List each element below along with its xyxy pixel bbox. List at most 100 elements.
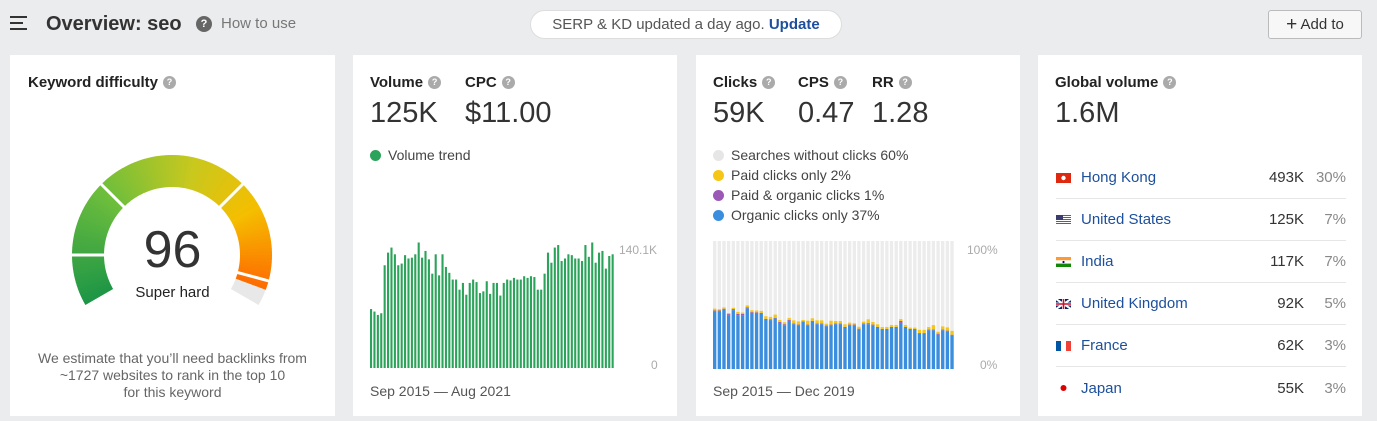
no-click-bar — [722, 241, 726, 369]
gauge-segment — [236, 224, 269, 237]
help-icon[interactable]: ? — [163, 76, 177, 89]
paid-bar — [913, 327, 917, 329]
update-link[interactable]: Update — [768, 16, 820, 33]
help-icon[interactable]: ? — [833, 76, 847, 89]
gauge-segment — [93, 190, 121, 214]
gauge-segment — [199, 163, 217, 195]
country-link[interactable]: United Kingdom — [1081, 295, 1188, 312]
help-icon[interactable]: ? — [428, 76, 442, 89]
no-click-bar — [843, 241, 847, 369]
gauge-segment — [102, 180, 127, 207]
paid-organic-bar — [843, 326, 847, 328]
global-volume-label: Global volume — [1055, 74, 1159, 91]
paid-bar — [941, 326, 945, 330]
organic-bar — [834, 324, 838, 369]
organic-bar — [713, 311, 717, 369]
volume-bar — [465, 294, 468, 368]
organic-bar — [773, 318, 777, 369]
volume-bar — [373, 311, 376, 368]
y-max-label: 140.1K — [619, 243, 658, 257]
country-link[interactable]: India — [1081, 253, 1114, 270]
gauge-segment — [151, 156, 161, 189]
gauge-segment — [82, 207, 113, 226]
gauge-segment — [72, 237, 106, 246]
volume-bar — [400, 263, 403, 368]
volume-bar — [393, 254, 396, 368]
help-icon[interactable]: ? — [898, 76, 912, 89]
paid-bar — [801, 319, 805, 322]
how-to-use-link[interactable]: ? How to use — [196, 15, 296, 32]
gauge-segment — [227, 196, 256, 218]
flag-hk-icon — [1056, 172, 1071, 183]
gauge-segment — [107, 175, 131, 203]
paid-organic-bar — [861, 323, 866, 325]
country-share: 3% — [1324, 337, 1346, 354]
no-click-bar — [815, 241, 819, 369]
paid-bar — [917, 329, 922, 334]
paid-organic-bar — [927, 329, 931, 331]
rr-value: 1.28 — [872, 97, 929, 129]
organic-bar — [871, 325, 875, 369]
update-notice: SERP & KD updated a day ago. Update — [530, 10, 842, 39]
gauge-segment — [239, 241, 272, 249]
paid-bar — [922, 329, 926, 334]
gauge-segment — [179, 155, 187, 188]
paid-organic-bar — [806, 324, 810, 326]
paid-organic-bar — [950, 334, 954, 336]
country-link[interactable]: United States — [1081, 211, 1172, 228]
organic-bar — [866, 324, 870, 369]
menu-icon[interactable] — [10, 16, 27, 30]
paid-organic-bar — [815, 323, 819, 325]
paid-bar — [847, 322, 852, 325]
gauge-segment — [73, 233, 106, 244]
no-click-bar — [880, 241, 884, 369]
country-volume: 493K — [1268, 169, 1304, 186]
no-click-bar — [726, 241, 731, 369]
date-range: Sep 2015 — Dec 2019 — [713, 383, 855, 399]
volume-bar — [390, 247, 393, 368]
gauge-segment — [110, 173, 133, 202]
gauge-segment — [237, 227, 270, 239]
country-link[interactable]: France — [1081, 337, 1128, 354]
add-to-button[interactable]: + Add to — [1268, 10, 1362, 39]
no-click-bar — [768, 241, 773, 369]
organic-bar — [829, 325, 833, 369]
gauge-segment — [122, 166, 141, 197]
help-icon[interactable]: ? — [1163, 76, 1177, 89]
organic-bar — [927, 330, 931, 369]
help-icon[interactable]: ? — [501, 76, 515, 89]
volume-bar — [580, 261, 584, 368]
volume-bar — [417, 242, 420, 368]
volume-bar — [451, 279, 454, 368]
organic-bar — [922, 333, 926, 369]
gauge-segment — [75, 223, 108, 237]
paid-bar — [834, 321, 838, 324]
country-link[interactable]: Japan — [1081, 379, 1122, 397]
no-click-bar — [745, 241, 749, 369]
paid-organic-bar — [801, 321, 805, 322]
volume-bar — [574, 258, 577, 368]
kd-score: 96 — [143, 221, 202, 279]
country-link[interactable]: Hong Kong — [1081, 169, 1157, 186]
gauge-segment — [73, 266, 106, 276]
organic-bar — [889, 327, 894, 369]
paid-bar — [778, 319, 782, 322]
volume-bar — [475, 282, 478, 368]
no-click-bar — [778, 241, 782, 369]
add-to-label: Add to — [1300, 16, 1344, 33]
paid-bar — [713, 308, 717, 311]
gauge-segment — [95, 187, 122, 212]
volume-bar — [604, 268, 607, 368]
plus-icon: + — [1286, 14, 1298, 35]
paid-bar — [931, 325, 936, 330]
volume-bar — [431, 273, 434, 368]
volume-bar — [410, 257, 413, 368]
volume-bar — [563, 258, 567, 368]
gauge-segment — [232, 208, 263, 226]
volume-bar — [519, 279, 522, 368]
gauge-segment — [134, 160, 150, 192]
gauge-segment — [141, 158, 154, 191]
gauge-segment — [238, 266, 271, 277]
gauge-segment — [161, 155, 168, 188]
help-icon[interactable]: ? — [762, 76, 776, 89]
